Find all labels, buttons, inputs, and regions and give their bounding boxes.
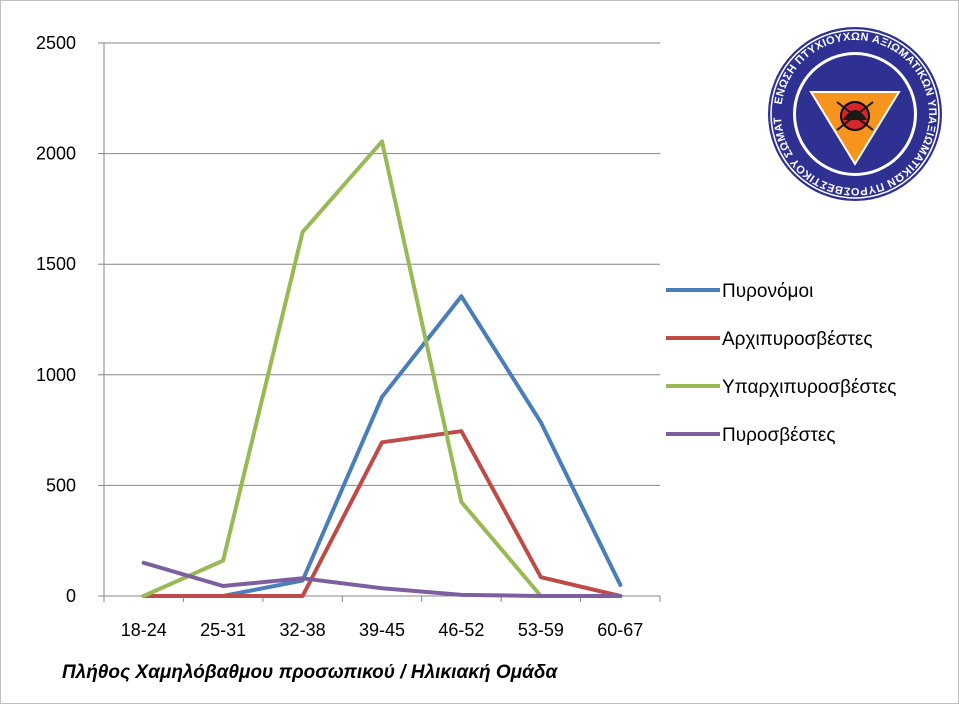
y-tick-label: 1000 (36, 365, 76, 385)
legend-label: Αρχιπυροσβέστες (722, 329, 873, 350)
y-tick-label: 500 (46, 475, 76, 495)
axe-icon (836, 101, 874, 131)
y-tick-label: 1500 (36, 254, 76, 274)
y-tick-label: 0 (66, 586, 76, 606)
series-line (141, 429, 623, 598)
y-tick-label: 2500 (36, 33, 76, 53)
legend-label: Πυροσβέστες (722, 425, 835, 446)
logo-ring-border (770, 29, 940, 199)
legend-label: Πυρονόμοι (722, 281, 813, 302)
x-tick-label: 25-31 (200, 620, 246, 640)
chart-caption: Πλήθος Χαμηλόβαθμου προσωπικού / Ηλικιακ… (62, 662, 558, 683)
series-line (141, 560, 623, 598)
x-tick-label: 53-59 (518, 620, 564, 640)
legend-label: Υπαρχιπυροσβέστες (722, 377, 896, 398)
y-tick-label: 2000 (36, 144, 76, 164)
x-tick-label: 60-67 (597, 620, 643, 640)
x-tick-label: 46-52 (438, 620, 484, 640)
x-tick-label: 18-24 (121, 620, 167, 640)
x-tick-label: 32-38 (280, 620, 326, 640)
x-tick-label: 39-45 (359, 620, 405, 640)
series-line (141, 139, 543, 598)
